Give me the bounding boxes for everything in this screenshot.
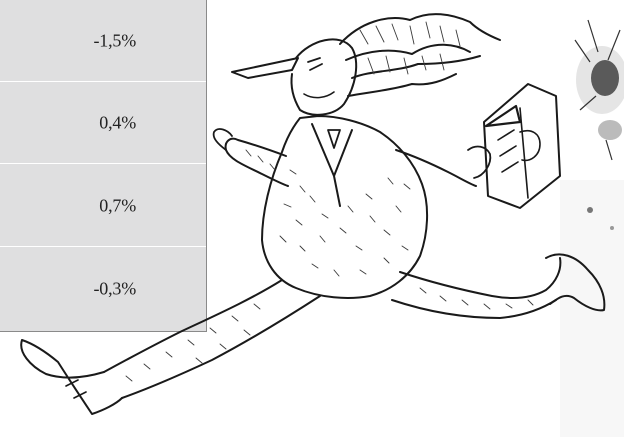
- table-cell-value: -1,5%: [93, 30, 137, 50]
- table-row: 0,4%: [0, 82, 206, 164]
- man-body: [261, 115, 429, 299]
- table-row: -0,3%: [0, 248, 206, 330]
- man-head: [231, 13, 501, 116]
- table-cell-value: -0,3%: [93, 278, 137, 299]
- table-cell-value: 0,4%: [99, 112, 136, 132]
- table-row: -1,5%: [0, 0, 206, 82]
- ink-splatter: [560, 19, 624, 437]
- table-row: 0,7%: [0, 165, 206, 247]
- values-table: -1,5% 0,4% 0,7% -0,3%: [0, 0, 207, 332]
- man-right-leg: [391, 253, 606, 319]
- table-cell-value: 0,7%: [99, 195, 136, 215]
- man-left-arm: [212, 128, 289, 187]
- book-icon: [483, 83, 561, 209]
- man-right-arm: [395, 145, 492, 187]
